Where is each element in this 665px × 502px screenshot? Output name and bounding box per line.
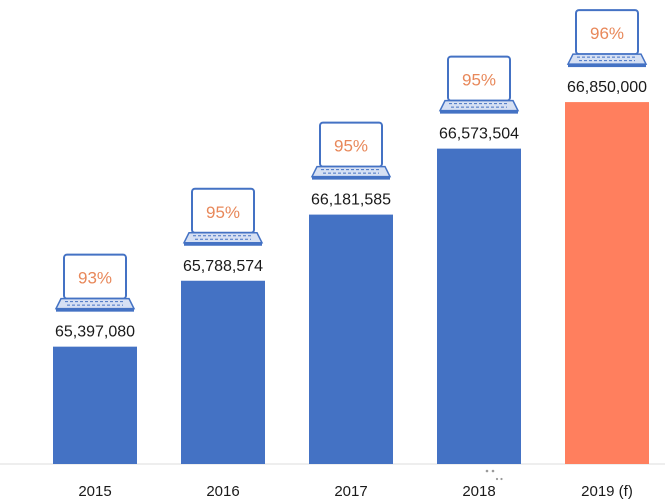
bar (565, 102, 649, 464)
category-label: 2019 (f) (581, 483, 633, 500)
value-label: 66,181,585 (311, 192, 391, 209)
percent-label: 95% (206, 203, 240, 222)
laptop-icon: 95% (310, 121, 392, 180)
bar (309, 214, 393, 464)
value-label: 66,850,000 (567, 79, 647, 96)
percent-label: 93% (78, 269, 112, 288)
laptop-icon: 95% (182, 187, 264, 246)
value-label: 65,788,574 (183, 258, 263, 275)
bar (181, 280, 265, 464)
category-label: 2018 (462, 483, 495, 500)
bar (53, 346, 137, 464)
category-label: 2016 (206, 483, 239, 500)
category-label: 2015 (78, 483, 111, 500)
laptop-icon: 93% (54, 253, 136, 312)
watermark-text: 威速易供应链平台 (512, 467, 616, 483)
percent-label: 95% (334, 137, 368, 156)
category-labels: 2015 2016 2017 2018 2019 (f) (78, 483, 633, 500)
category-label: 2017 (334, 483, 367, 500)
value-label: 65,397,080 (55, 324, 135, 341)
laptop-icon: 96% (566, 9, 648, 68)
wechat-icon (481, 465, 507, 486)
value-labels: 65,397,080 65,788,574 66,181,585 66,573,504… (55, 79, 647, 341)
percent-label: 96% (590, 24, 624, 43)
percent-label: 95% (462, 71, 496, 90)
laptop-icon: 95% (438, 55, 520, 114)
bar (437, 148, 521, 464)
laptop-icons: 93% 95% 95% 95% 96% (54, 9, 648, 312)
value-label: 66,573,504 (439, 126, 519, 143)
bars (53, 102, 649, 464)
watermark: 威速易供应链平台 (481, 465, 616, 486)
